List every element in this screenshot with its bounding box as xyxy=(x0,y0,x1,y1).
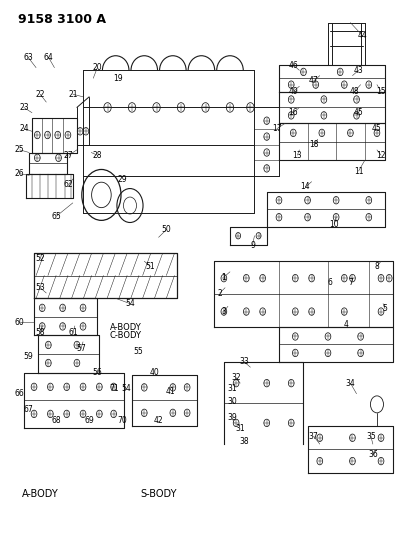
Text: 21: 21 xyxy=(68,90,78,99)
Text: 63: 63 xyxy=(23,53,33,62)
Text: 17: 17 xyxy=(272,124,282,133)
Text: 24: 24 xyxy=(19,124,29,133)
Text: 11: 11 xyxy=(354,166,363,175)
Text: 69: 69 xyxy=(84,416,94,425)
Text: 13: 13 xyxy=(293,151,302,160)
Text: 16: 16 xyxy=(289,108,298,117)
Text: 60: 60 xyxy=(15,318,25,327)
Text: 34: 34 xyxy=(346,378,355,387)
Text: A-BODY: A-BODY xyxy=(110,323,141,332)
Text: 61: 61 xyxy=(68,328,78,337)
Text: 54: 54 xyxy=(125,299,135,308)
Text: 65: 65 xyxy=(52,212,61,221)
Text: C-BODY: C-BODY xyxy=(110,331,141,340)
Text: 47: 47 xyxy=(309,76,319,85)
Text: 56: 56 xyxy=(92,368,102,377)
Text: 22: 22 xyxy=(35,90,45,99)
Text: 33: 33 xyxy=(239,358,249,367)
Text: 45: 45 xyxy=(354,108,363,117)
Text: 30: 30 xyxy=(227,397,237,406)
Text: 37: 37 xyxy=(309,432,319,441)
Text: 51: 51 xyxy=(145,262,155,271)
Text: 55: 55 xyxy=(133,347,143,356)
Text: 28: 28 xyxy=(92,151,102,160)
Text: 12: 12 xyxy=(376,151,386,160)
Text: 35: 35 xyxy=(366,432,376,441)
Text: 45: 45 xyxy=(372,124,382,133)
Text: 43: 43 xyxy=(354,66,363,75)
Text: 8: 8 xyxy=(374,262,379,271)
Text: 29: 29 xyxy=(117,174,127,183)
Text: 38: 38 xyxy=(240,437,249,446)
Text: 25: 25 xyxy=(15,146,25,155)
Text: 64: 64 xyxy=(44,53,53,62)
Text: 7: 7 xyxy=(348,278,353,287)
Text: 68: 68 xyxy=(52,416,61,425)
Text: 36: 36 xyxy=(368,450,378,459)
Text: 20: 20 xyxy=(92,63,102,72)
Text: 62: 62 xyxy=(64,180,74,189)
Text: 5: 5 xyxy=(383,304,388,313)
Text: 18: 18 xyxy=(309,140,319,149)
Text: 3: 3 xyxy=(222,307,226,316)
Text: 10: 10 xyxy=(329,220,339,229)
Text: 39: 39 xyxy=(227,413,237,422)
Text: 71: 71 xyxy=(109,384,118,393)
Text: 2: 2 xyxy=(217,288,222,297)
Text: 26: 26 xyxy=(15,169,25,178)
Text: 32: 32 xyxy=(231,373,241,382)
Text: 23: 23 xyxy=(19,103,29,112)
Text: 46: 46 xyxy=(289,61,298,69)
Text: 53: 53 xyxy=(35,283,45,292)
Text: 1: 1 xyxy=(222,272,226,281)
Text: 57: 57 xyxy=(76,344,86,353)
Text: 70: 70 xyxy=(117,416,127,425)
Text: S-BODY: S-BODY xyxy=(140,489,177,499)
Text: 50: 50 xyxy=(162,225,172,234)
Text: 67: 67 xyxy=(23,405,33,414)
Text: 54: 54 xyxy=(121,384,131,393)
Text: 42: 42 xyxy=(154,416,163,425)
Text: 58: 58 xyxy=(35,328,45,337)
Text: 48: 48 xyxy=(350,87,359,96)
Text: 59: 59 xyxy=(23,352,33,361)
Text: 44: 44 xyxy=(358,31,367,41)
Text: 4: 4 xyxy=(344,320,349,329)
Text: 31: 31 xyxy=(227,384,237,393)
Text: 49: 49 xyxy=(289,87,298,96)
Text: 66: 66 xyxy=(15,389,25,398)
Text: A-BODY: A-BODY xyxy=(22,489,58,499)
Text: 27: 27 xyxy=(64,151,74,160)
Text: 9: 9 xyxy=(250,241,255,250)
Text: 31: 31 xyxy=(236,424,245,433)
Text: 52: 52 xyxy=(35,254,45,263)
Text: 40: 40 xyxy=(150,368,159,377)
Text: 19: 19 xyxy=(113,74,122,83)
Text: 9158 3100 A: 9158 3100 A xyxy=(18,13,106,26)
Text: 6: 6 xyxy=(328,278,332,287)
Text: 41: 41 xyxy=(166,386,175,395)
Text: 14: 14 xyxy=(301,182,310,191)
Text: 15: 15 xyxy=(376,87,386,96)
